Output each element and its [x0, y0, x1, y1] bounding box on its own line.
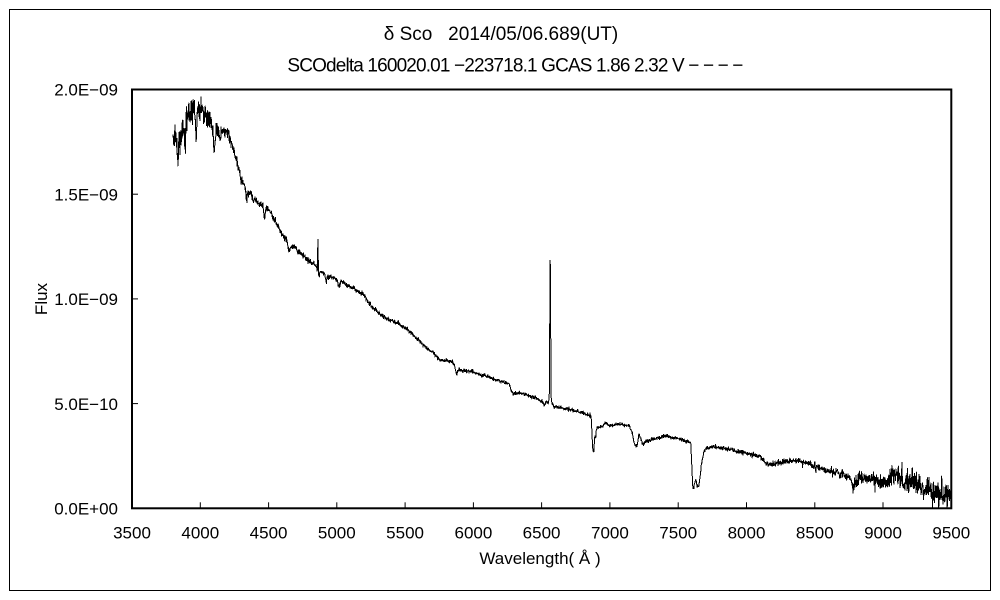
svg-text:7000: 7000	[591, 524, 629, 543]
svg-text:2.0E−09: 2.0E−09	[54, 81, 118, 100]
svg-text:Flux: Flux	[32, 282, 51, 315]
svg-text:4000: 4000	[181, 524, 219, 543]
svg-text:5500: 5500	[386, 524, 424, 543]
svg-text:3500: 3500	[113, 524, 151, 543]
svg-text:8500: 8500	[796, 524, 834, 543]
svg-text:1.5E−09: 1.5E−09	[54, 185, 118, 204]
svg-text:Wavelength( Å ): Wavelength( Å )	[479, 549, 600, 568]
svg-text:6500: 6500	[523, 524, 561, 543]
svg-text:δ Sco 2014/05/06.689(UT): δ Sco 2014/05/06.689(UT)	[384, 24, 619, 45]
svg-text:9000: 9000	[864, 524, 902, 543]
svg-text:4500: 4500	[250, 524, 288, 543]
svg-text:1.0E−09: 1.0E−09	[54, 290, 118, 309]
svg-text:7500: 7500	[659, 524, 697, 543]
svg-text:8000: 8000	[728, 524, 766, 543]
svg-text:5.0E−10: 5.0E−10	[54, 395, 118, 414]
svg-text:9500: 9500	[932, 524, 970, 543]
svg-text:6000: 6000	[454, 524, 492, 543]
svg-text:SCOdelta 160020.01 −223718.1 G: SCOdelta 160020.01 −223718.1 GCAS 1.86 2…	[287, 56, 743, 77]
svg-text:5000: 5000	[318, 524, 356, 543]
svg-text:0.0E+00: 0.0E+00	[54, 500, 118, 519]
